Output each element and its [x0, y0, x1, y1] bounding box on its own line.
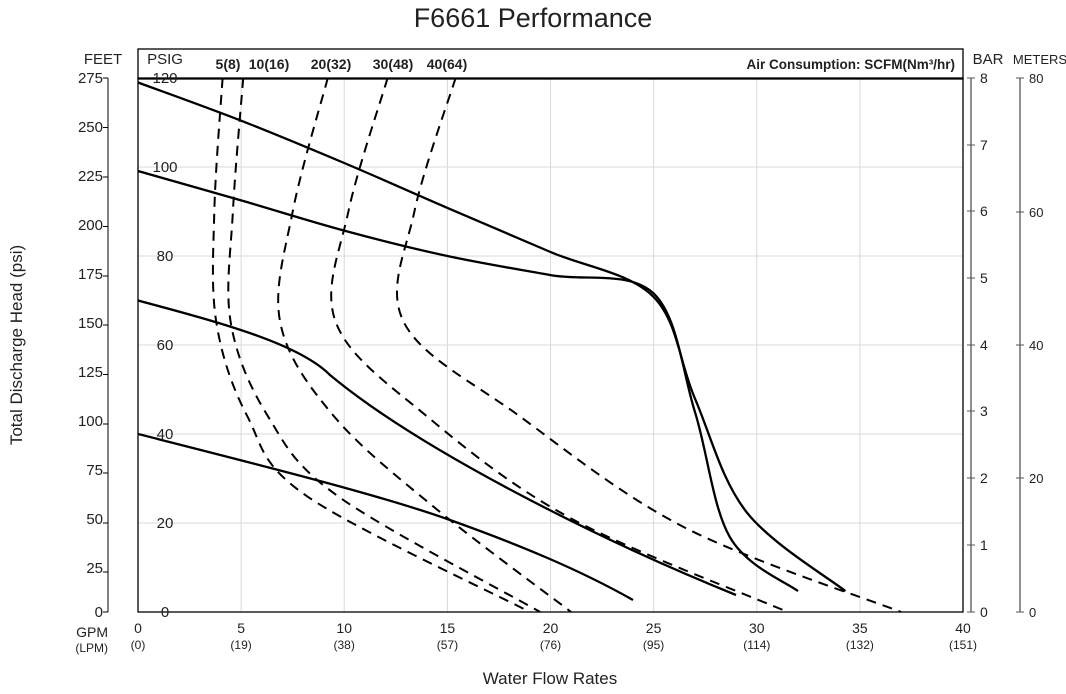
svg-text:20: 20	[157, 515, 174, 532]
svg-text:275: 275	[78, 70, 103, 87]
svg-text:BAR: BAR	[973, 51, 1004, 68]
svg-text:10: 10	[336, 620, 352, 636]
svg-text:FEET: FEET	[84, 51, 122, 68]
svg-text:5: 5	[237, 620, 245, 636]
svg-text:60: 60	[157, 337, 174, 354]
svg-text:(57): (57)	[437, 638, 458, 652]
svg-text:0: 0	[980, 604, 988, 620]
svg-text:40: 40	[955, 620, 971, 636]
svg-text:30: 30	[749, 620, 765, 636]
svg-text:20: 20	[543, 620, 559, 636]
svg-text:Total Discharge Head (psi): Total Discharge Head (psi)	[7, 245, 26, 445]
svg-text:25: 25	[86, 560, 103, 577]
svg-text:1: 1	[980, 537, 988, 553]
svg-text:0: 0	[134, 620, 142, 636]
svg-text:Air Consumption: SCFM(Nm³/hr): Air Consumption: SCFM(Nm³/hr)	[747, 57, 955, 72]
svg-text:150: 150	[78, 315, 103, 332]
svg-text:(38): (38)	[334, 638, 355, 652]
svg-text:0: 0	[161, 604, 169, 621]
svg-text:10(16): 10(16)	[249, 56, 289, 72]
svg-text:50: 50	[86, 511, 103, 528]
svg-text:0: 0	[95, 604, 103, 621]
svg-text:120: 120	[152, 70, 177, 87]
svg-text:4: 4	[980, 337, 988, 353]
svg-text:25: 25	[646, 620, 662, 636]
svg-text:60: 60	[1029, 205, 1043, 220]
svg-text:3: 3	[980, 403, 988, 419]
svg-text:8: 8	[980, 70, 988, 86]
svg-text:250: 250	[78, 119, 103, 136]
svg-text:100: 100	[152, 159, 177, 176]
svg-text:(0): (0)	[131, 638, 146, 652]
svg-text:5: 5	[980, 270, 988, 286]
svg-text:PSIG: PSIG	[147, 51, 183, 68]
svg-text:(19): (19)	[230, 638, 251, 652]
svg-text:15: 15	[440, 620, 456, 636]
svg-text:175: 175	[78, 266, 103, 283]
svg-text:(95): (95)	[643, 638, 664, 652]
svg-text:100: 100	[78, 413, 103, 430]
svg-text:75: 75	[86, 462, 103, 479]
svg-text:Water Flow Rates: Water Flow Rates	[483, 669, 617, 688]
svg-text:(LPM): (LPM)	[75, 641, 108, 655]
svg-text:40: 40	[1029, 338, 1043, 353]
svg-text:6: 6	[980, 203, 988, 219]
svg-text:F6661 Performance: F6661 Performance	[414, 3, 653, 33]
svg-text:20: 20	[1029, 471, 1043, 486]
svg-text:GPM: GPM	[76, 624, 108, 640]
svg-text:(151): (151)	[949, 638, 977, 652]
svg-text:35: 35	[852, 620, 868, 636]
svg-text:METERS: METERS	[1013, 52, 1066, 67]
svg-text:5(8): 5(8)	[216, 56, 241, 72]
svg-text:40(64): 40(64)	[427, 56, 467, 72]
svg-text:2: 2	[980, 470, 988, 486]
svg-text:(132): (132)	[846, 638, 874, 652]
svg-text:20(32): 20(32)	[311, 56, 351, 72]
svg-text:80: 80	[1029, 71, 1043, 86]
svg-text:200: 200	[78, 217, 103, 234]
svg-text:225: 225	[78, 168, 103, 185]
svg-text:80: 80	[157, 248, 174, 265]
svg-text:(114): (114)	[743, 638, 770, 652]
svg-text:30(48): 30(48)	[373, 56, 413, 72]
svg-text:125: 125	[78, 364, 103, 381]
svg-text:7: 7	[980, 137, 988, 153]
svg-text:(76): (76)	[540, 638, 561, 652]
svg-text:0: 0	[1029, 605, 1036, 620]
